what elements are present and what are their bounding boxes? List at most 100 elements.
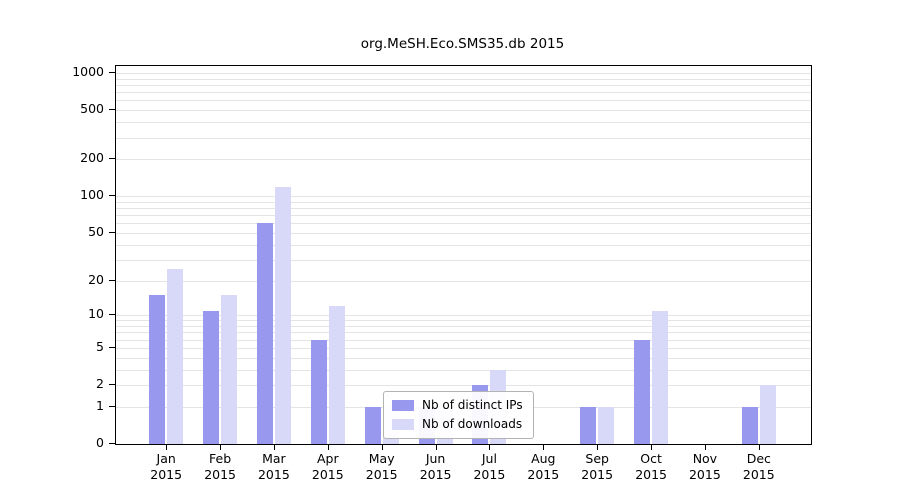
y-tick-mark	[109, 279, 115, 281]
x-tick-label-year: 2015	[688, 467, 721, 482]
gridline	[116, 244, 811, 246]
y-tick-label: 10	[88, 306, 104, 322]
x-tick-label-year: 2015	[419, 467, 452, 482]
bar-nb-of-distinct-ips-sep-2015	[580, 406, 597, 444]
bar-nb-of-distinct-ips-dec-2015	[741, 406, 758, 444]
x-tick-label-month: May	[368, 451, 395, 466]
x-tick-mark	[704, 444, 706, 450]
x-tick-mark	[489, 444, 491, 450]
y-tick-label: 1	[96, 397, 104, 413]
x-tick-label-year: 2015	[204, 467, 236, 482]
gridline	[116, 259, 811, 261]
gridline	[116, 332, 811, 334]
legend: Nb of distinct IPs Nb of downloads	[383, 391, 534, 439]
gridline	[116, 159, 811, 161]
x-tick-label-month: Mar	[262, 451, 286, 466]
legend-swatch-distinct-ips	[392, 399, 414, 411]
legend-swatch-downloads	[392, 418, 414, 430]
gridline	[116, 78, 811, 80]
x-tick-label-year: 2015	[257, 467, 290, 482]
x-tick-label: Jul 2015	[457, 451, 521, 483]
gridline	[116, 339, 811, 341]
x-tick-label: Oct 2015	[619, 451, 683, 483]
gridline	[116, 85, 811, 86]
plot-area	[115, 65, 812, 445]
gridline	[116, 73, 811, 74]
x-tick-mark	[220, 444, 222, 450]
bar-nb-of-distinct-ips-feb-2015	[203, 310, 220, 444]
bar-nb-of-distinct-ips-mar-2015	[256, 223, 273, 444]
gridline	[116, 315, 811, 317]
x-tick-label-year: 2015	[150, 467, 183, 482]
y-tick-label: 1000	[72, 64, 104, 79]
gridline	[116, 326, 811, 327]
x-tick-label-year: 2015	[311, 467, 344, 482]
x-tick-label-month: Aug	[531, 451, 556, 466]
y-tick-label: 100	[80, 187, 104, 203]
x-tick-mark	[381, 444, 383, 450]
y-tick-mark	[109, 443, 115, 444]
x-tick-label-month: Oct	[640, 451, 662, 466]
x-tick-label-month: Sep	[585, 451, 609, 466]
bar-nb-of-downloads-apr-2015	[328, 306, 345, 444]
x-tick-label: May 2015	[350, 451, 414, 483]
gridline	[116, 347, 811, 349]
chart-title: org.MeSH.Eco.SMS35.db 2015	[360, 36, 565, 52]
gridline	[116, 215, 811, 217]
y-tick-mark	[109, 346, 115, 348]
x-tick-mark	[273, 444, 275, 450]
gridline	[116, 280, 811, 282]
gridline	[116, 208, 811, 209]
x-tick-mark	[597, 444, 599, 450]
gridline	[116, 100, 811, 102]
x-tick-label-year: 2015	[581, 467, 614, 482]
x-tick-label: Mar 2015	[242, 451, 306, 483]
gridline	[116, 223, 811, 225]
gridline	[116, 232, 811, 234]
x-tick-label: Apr 2015	[296, 451, 360, 483]
y-tick-mark	[109, 72, 115, 73]
x-tick-mark	[327, 444, 329, 450]
y-tick-label: 20	[88, 271, 104, 287]
x-tick-label-year: 2015	[527, 467, 560, 482]
bar-nb-of-downloads-mar-2015	[274, 186, 291, 444]
x-tick-label-month: Jun	[425, 451, 446, 466]
gridline	[116, 357, 811, 359]
y-tick-label: 2	[96, 376, 104, 391]
x-tick-mark	[435, 444, 437, 450]
y-tick-label: 200	[80, 150, 104, 166]
y-tick-mark	[109, 314, 115, 316]
x-tick-label-month: Dec	[746, 451, 771, 466]
x-tick-label: Aug 2015	[511, 451, 575, 483]
gridline	[116, 369, 811, 371]
x-tick-label-month: Jan	[156, 451, 176, 466]
x-tick-label-year: 2015	[473, 467, 506, 482]
gridline	[116, 122, 811, 124]
legend-item-distinct-ips: Nb of distinct IPs	[392, 398, 523, 412]
x-tick-mark	[543, 444, 545, 450]
bar-nb-of-downloads-oct-2015	[652, 310, 669, 444]
x-tick-label-year: 2015	[742, 467, 775, 482]
y-tick-label: 0	[96, 435, 104, 450]
gridline	[116, 320, 811, 322]
x-tick-label-month: Feb	[209, 451, 232, 466]
x-tick-mark	[758, 444, 760, 450]
y-tick-mark	[109, 158, 115, 160]
x-tick-label-year: 2015	[635, 467, 667, 482]
bar-nb-of-distinct-ips-may-2015	[364, 406, 381, 444]
x-tick-label: Nov 2015	[673, 451, 737, 483]
x-tick-mark	[166, 444, 168, 450]
gridline	[116, 196, 811, 198]
gridline	[116, 385, 811, 386]
legend-item-downloads: Nb of downloads	[392, 417, 523, 431]
gridline	[116, 92, 811, 94]
y-tick-mark	[109, 231, 115, 233]
x-tick-mark	[651, 444, 653, 450]
gridline	[116, 110, 811, 112]
bar-nb-of-distinct-ips-jan-2015	[149, 295, 166, 444]
y-tick-mark	[109, 405, 115, 407]
x-tick-label: Feb 2015	[188, 451, 252, 483]
y-tick-mark	[109, 195, 115, 197]
x-tick-label-year: 2015	[365, 467, 398, 482]
